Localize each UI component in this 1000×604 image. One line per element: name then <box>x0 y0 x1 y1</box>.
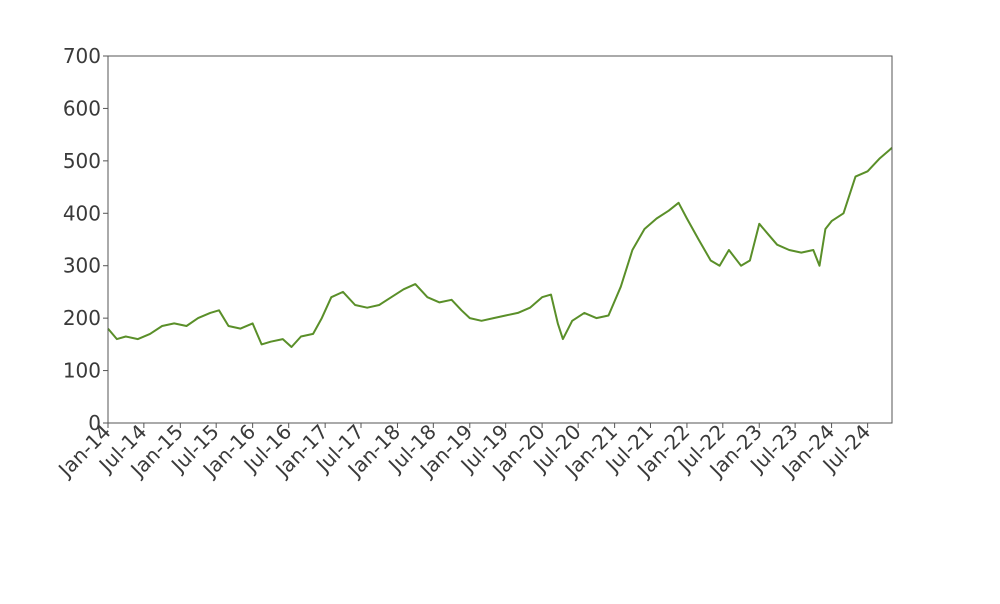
y-axis: 0 100 200 300 400 500 600 700 <box>63 44 108 435</box>
y-tick-label: 100 <box>63 359 101 383</box>
y-tick-label: 400 <box>63 201 101 225</box>
series-layer <box>107 147 893 348</box>
x-axis: Jan-14Jul-14Jan-15Jul-15Jan-16Jul-16Jan-… <box>52 420 875 483</box>
y-tick-label: 200 <box>63 306 101 330</box>
y-tick-label: 500 <box>63 149 101 173</box>
y-tick-label: 0 <box>88 411 101 435</box>
y-tick-label: 600 <box>63 96 101 120</box>
plot-frame <box>107 55 893 424</box>
y-tick-label: 300 <box>63 254 101 278</box>
series-line-0 <box>107 147 893 348</box>
y-tick-label: 700 <box>63 44 101 68</box>
